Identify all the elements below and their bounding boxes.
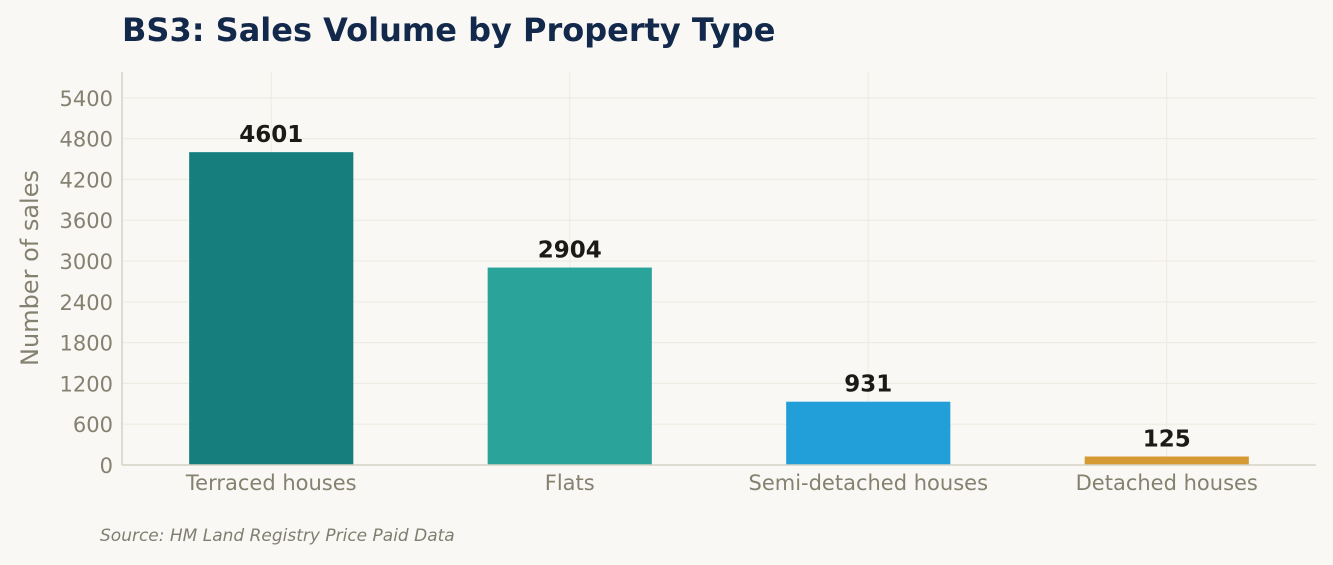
y-tick-label: 1200 bbox=[60, 372, 113, 396]
y-tick-label: 4200 bbox=[60, 168, 113, 192]
x-tick-label: Terraced houses bbox=[185, 471, 357, 495]
y-tick-label: 4800 bbox=[60, 128, 113, 152]
axes bbox=[121, 72, 1316, 466]
bars bbox=[189, 152, 1249, 466]
x-tick-label: Semi-detached houses bbox=[748, 471, 988, 495]
x-tick-label: Detached houses bbox=[1076, 471, 1258, 495]
data-label: 125 bbox=[1143, 427, 1191, 453]
x-tick-label: Flats bbox=[545, 471, 595, 495]
bar-semi-detached-houses bbox=[786, 401, 951, 465]
bar-terraced-houses bbox=[189, 152, 354, 466]
bar-flats bbox=[487, 267, 652, 465]
y-tick-label: 2400 bbox=[60, 291, 113, 315]
y-axis-title: Number of sales bbox=[16, 170, 44, 366]
y-tick-label: 0 bbox=[100, 454, 113, 478]
y-tick-label: 1800 bbox=[60, 332, 113, 356]
y-tick-label: 3600 bbox=[60, 209, 113, 233]
y-tick-label: 3000 bbox=[60, 250, 113, 274]
y-tick-label: 600 bbox=[73, 413, 113, 437]
data-labels: 4601 2904 931 125 bbox=[239, 122, 1191, 452]
data-label: 2904 bbox=[538, 238, 602, 264]
x-tick-labels: Terraced houses Flats Semi-detached houses… bbox=[185, 471, 1258, 495]
chart-title: BS3: Sales Volume by Property Type bbox=[122, 11, 776, 49]
y-tick-label: 5400 bbox=[60, 87, 113, 111]
bar-detached-houses bbox=[1084, 456, 1249, 465]
data-label: 4601 bbox=[239, 122, 303, 148]
source-note: Source: HM Land Registry Price Paid Data bbox=[100, 526, 455, 546]
y-tick-labels: 0 600 1200 1800 2400 3000 3600 4200 4800 5400 bbox=[60, 87, 113, 478]
data-label: 931 bbox=[844, 372, 892, 398]
